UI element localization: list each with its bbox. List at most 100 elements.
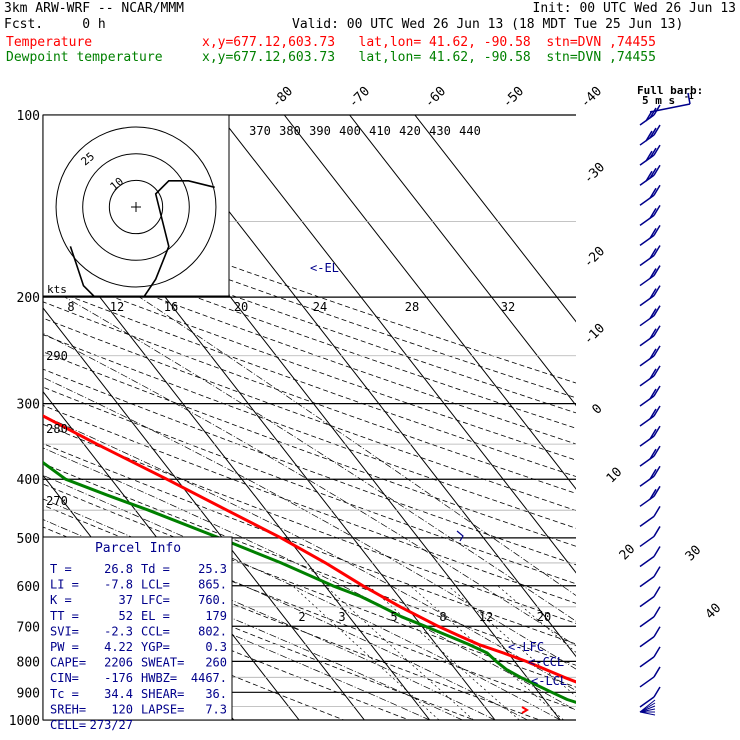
hodo-ring <box>108 179 164 235</box>
pressure-label: 300 <box>17 398 40 413</box>
wind-barb <box>639 345 661 367</box>
parcel-info-title: Parcel Info <box>95 541 181 556</box>
wind-barb <box>639 425 661 447</box>
parcel-label: PW = <box>50 640 79 654</box>
wind-barb <box>639 144 661 166</box>
theta-left-label: 280 <box>46 422 68 436</box>
wind-barb <box>639 666 661 688</box>
isotherm-right-label: 20 <box>617 542 639 564</box>
el-label: <-EL <box>310 261 339 275</box>
isotherm-line <box>414 115 576 323</box>
wind-barb <box>639 184 661 206</box>
isotherm-line <box>43 223 431 720</box>
model-title: 3km ARW-WRF -- NCAR/MMM <box>4 1 185 16</box>
wind-barb <box>639 405 661 427</box>
parcel-label: LI = <box>50 578 79 592</box>
dry-adiabat <box>43 301 576 494</box>
theta-label: 430 <box>429 124 451 138</box>
parcel-value: -7.8 <box>104 578 133 592</box>
parcel-value: 273/27 <box>90 718 133 732</box>
theta-label: 440 <box>459 124 481 138</box>
wind-barb <box>639 445 661 467</box>
parcel-label: EL = <box>141 609 170 623</box>
theta-label: 420 <box>399 124 421 138</box>
theta-left-label: 270 <box>46 494 68 508</box>
isotherm-line <box>349 115 576 407</box>
dewpoint-legend: Dewpoint temperature <box>6 50 163 65</box>
pressure-label: 800 <box>17 655 40 670</box>
wind-barb <box>639 526 661 548</box>
parcel-label: SHEAR= <box>141 687 184 701</box>
isotherm-top-label: -40 <box>578 84 605 111</box>
parcel-value: 120 <box>111 702 133 716</box>
wind-barb <box>639 124 661 146</box>
wind-legend-barb <box>649 92 691 113</box>
speed-scale-label: 32 <box>501 300 515 314</box>
wind-legend-value: 5 m s <box>642 94 675 107</box>
mixing-ratio-label: 2 <box>298 610 305 624</box>
parcel-value: 4467. <box>191 671 227 685</box>
mixing-ratio-label: 5 <box>390 610 397 624</box>
parcel-value: 802. <box>198 624 227 638</box>
moist-adiabat <box>139 296 576 596</box>
parcel-label: HWBZ= <box>141 671 177 685</box>
speed-scale-label: 16 <box>164 300 178 314</box>
surface-marker <box>521 706 529 714</box>
isotherm-top-label: -70 <box>346 84 373 111</box>
surface-barb-stroke <box>639 711 656 716</box>
wind-barb <box>639 485 661 507</box>
init-time: Init: 00 UTC Wed 26 Jun 13 <box>532 1 737 16</box>
dry-adiabat <box>43 351 576 547</box>
isotherm-right-label: 40 <box>703 601 725 623</box>
parcel-label: CIN= <box>50 671 79 685</box>
dry-adiabat <box>43 405 576 604</box>
isotherm-top-label: -80 <box>269 84 296 111</box>
theta-label: 400 <box>339 124 361 138</box>
isotherm-right-label: 30 <box>683 543 705 565</box>
parcel-value: 760. <box>198 593 227 607</box>
wind-barb <box>639 546 661 568</box>
moist-adiabat <box>43 537 463 720</box>
parcel-value: 260 <box>205 656 227 670</box>
parcel-label: CAPE= <box>50 656 86 670</box>
speed-scale-label: 28 <box>405 300 419 314</box>
dewpoint-location: x,y=677.12,603.73 lat,lon= 41.62, -90.58… <box>202 50 656 65</box>
parcel-label: LAPSE= <box>141 702 184 716</box>
ccl-label: <-CCL <box>528 655 564 669</box>
wind-barb <box>639 265 661 287</box>
parcel-value: 865. <box>198 578 227 592</box>
wind-barb <box>639 505 661 527</box>
parcel-label: Td = <box>141 562 170 576</box>
pressure-label: 400 <box>17 473 40 488</box>
dry-adiabat <box>43 463 576 666</box>
dry-adiabat <box>43 225 576 414</box>
parcel-value: -2.3 <box>104 624 133 638</box>
wind-barb <box>639 104 661 126</box>
theta-label: 390 <box>309 124 331 138</box>
dry-adiabat <box>43 211 576 399</box>
parcel-value: 2206 <box>104 656 133 670</box>
parcel-label: K = <box>50 593 72 607</box>
temperature-legend: Temperature <box>6 35 93 50</box>
parcel-info-panel <box>42 536 233 721</box>
mixing-ratio-label: 12 <box>479 610 493 624</box>
profiles <box>43 414 576 714</box>
parcel-value: 0.3 <box>205 640 227 654</box>
wind-barb <box>639 365 661 387</box>
parcel-value: 37 <box>119 593 133 607</box>
isotherm-right-label: 0 <box>589 401 605 417</box>
wind-barb <box>639 686 661 708</box>
lfc-label: <-LFC <box>508 640 544 654</box>
theta-label: 410 <box>369 124 391 138</box>
parcel-value: -176 <box>104 671 133 685</box>
wind-barb <box>639 225 661 247</box>
wind-barb <box>639 646 661 668</box>
profile-dewpoint-temperature <box>43 460 576 704</box>
pressure-label: 600 <box>17 580 40 595</box>
parcel-value: 7.3 <box>205 702 227 716</box>
valid-time: Valid: 00 UTC Wed 26 Jun 13 (18 MDT Tue … <box>292 17 684 32</box>
mixing-ratio-line <box>368 585 520 720</box>
wind-barb <box>639 465 661 487</box>
parcel-label: SREH= <box>50 702 86 716</box>
